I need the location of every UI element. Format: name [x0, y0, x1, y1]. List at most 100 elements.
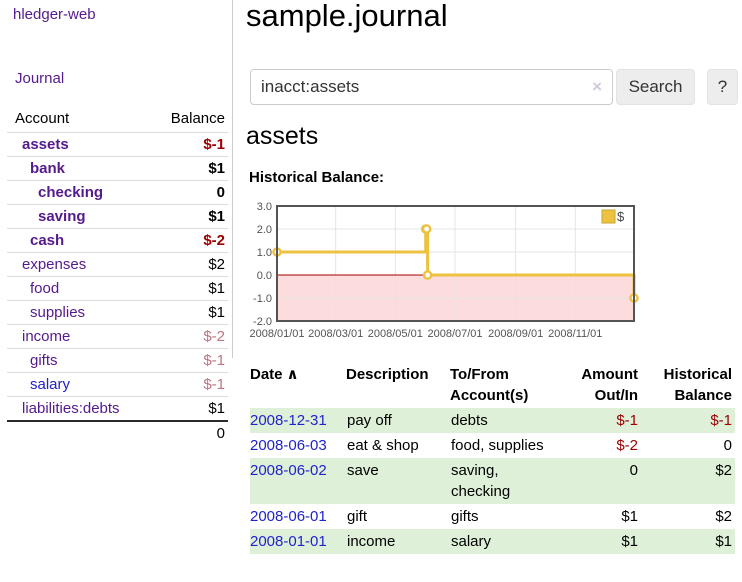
account-link[interactable]: gifts	[30, 352, 58, 369]
register-row: 2008-12-31 pay off debts $-1 $-1	[250, 408, 735, 433]
transaction-amount: $1	[621, 508, 638, 525]
transaction-accounts: salary	[450, 529, 557, 554]
historical-balance-chart: 3.0 2.0 1.0 0.0 -1.0 -2.0 2008/01/01 2008/03/01…	[249, 199, 640, 341]
account-row: salary $-1	[7, 372, 228, 397]
account-row: liabilities:debts $1	[7, 396, 228, 421]
account-row: gifts $-1	[7, 348, 228, 373]
accounts-header-balance: Balance	[170, 110, 225, 127]
account-link[interactable]: expenses	[22, 256, 87, 273]
register-header-description: Description	[346, 366, 429, 383]
transaction-accounts: food, supplies	[451, 437, 544, 454]
x-tick-label: 2008/09/01	[488, 328, 543, 340]
accounts-total-value: 0	[148, 420, 228, 445]
data-point-marker	[422, 270, 433, 280]
account-link[interactable]: food	[30, 280, 60, 297]
register-header-amount: Amount Out/In	[581, 366, 638, 404]
transaction-balance: 0	[723, 437, 732, 454]
transaction-date-link[interactable]: 2008-01-01	[250, 533, 327, 550]
account-balance: $1	[148, 396, 228, 421]
account-balance: $1	[148, 276, 228, 301]
transaction-accounts: gifts	[451, 508, 479, 525]
account-row: checking 0	[7, 180, 228, 205]
x-tick-label: 2008/11/01	[548, 328, 602, 340]
transaction-date-link[interactable]: 2008-06-02	[250, 462, 327, 479]
account-link[interactable]: bank	[30, 160, 66, 177]
sidebar-divider	[232, 0, 233, 358]
x-tick-label: 2008/01/01	[250, 328, 305, 340]
transaction-balance: $2	[641, 458, 735, 504]
help-button[interactable]: ?	[707, 69, 738, 105]
account-row: food $1	[7, 276, 228, 301]
accounts-table: Account Balance assets $-1 bank $1 checking 0…	[7, 105, 228, 445]
account-row: income $-2	[7, 324, 228, 349]
account-link[interactable]: assets	[22, 136, 69, 153]
y-tick-label: -1.0	[253, 293, 272, 305]
transaction-description: income	[346, 529, 450, 554]
legend-label: $	[617, 209, 625, 224]
register-header-date: Date ∧	[250, 366, 299, 383]
chart-title: Historical Balance:	[249, 169, 385, 186]
account-link[interactable]: saving	[38, 208, 86, 225]
register-row: 2008-06-01 gift gifts $1 $2	[250, 504, 735, 529]
transaction-accounts: saving, checking	[450, 458, 557, 504]
account-row: cash $-2	[7, 228, 228, 253]
account-link[interactable]: checking	[38, 184, 104, 201]
transaction-amount: 0	[557, 458, 641, 504]
transaction-description: gift	[347, 508, 368, 525]
account-link[interactable]: supplies	[30, 304, 86, 321]
account-balance: $1	[148, 204, 228, 229]
sort-ascending-icon: ∧	[286, 366, 299, 383]
account-balance: $2	[148, 252, 228, 277]
account-balance: $1	[148, 300, 228, 325]
account-row: supplies $1	[7, 300, 228, 325]
account-row: bank $1	[7, 156, 228, 181]
transaction-date-link[interactable]: 2008-06-01	[250, 508, 327, 525]
account-balance: $-1	[148, 372, 228, 397]
page-title: sample.journal	[246, 0, 448, 33]
app-title-link[interactable]: hledger-web	[13, 6, 96, 23]
account-link[interactable]: cash	[30, 232, 65, 249]
search-input[interactable]	[250, 69, 613, 105]
transaction-amount: $1	[557, 529, 641, 554]
transaction-date-link[interactable]: 2008-06-03	[250, 437, 327, 454]
legend-swatch	[601, 209, 616, 224]
account-heading: assets	[246, 122, 319, 150]
register-header-balance: Historical Balance	[663, 366, 732, 404]
account-balance: $1	[148, 156, 228, 181]
accounts-total-row: 0	[7, 420, 228, 445]
register-table: Date ∧ Description To/From Account(s) Amo…	[250, 362, 735, 554]
clear-search-icon[interactable]: ×	[592, 77, 602, 96]
account-balance: $-2	[148, 324, 228, 349]
y-tick-label: 3.0	[257, 201, 272, 213]
account-balance: $-2	[148, 228, 228, 253]
search-button[interactable]: Search	[616, 69, 695, 105]
transaction-date-link[interactable]: 2008-12-31	[250, 412, 327, 429]
register-row: 2008-01-01 income salary $1 $1	[250, 529, 735, 554]
register-row: 2008-06-03 eat & shop food, supplies $-2 0	[250, 433, 735, 458]
accounts-header-account: Account	[15, 110, 70, 127]
account-row: saving $1	[7, 204, 228, 229]
data-point-marker	[421, 224, 432, 234]
y-tick-label: 1.0	[257, 247, 272, 259]
transaction-balance: $1	[641, 529, 735, 554]
y-tick-label: 2.0	[257, 224, 272, 236]
account-balance: $-1	[148, 348, 228, 373]
account-balance: $-1	[148, 132, 228, 157]
y-tick-label: -2.0	[253, 316, 272, 328]
transaction-description: pay off	[346, 408, 450, 433]
y-tick-label: 0.0	[257, 270, 272, 282]
account-link[interactable]: salary	[30, 376, 71, 393]
register-row: 2008-06-02 save saving, checking 0 $2	[250, 458, 735, 504]
account-balance: 0	[148, 180, 228, 205]
account-link[interactable]: liabilities:debts	[22, 400, 120, 417]
account-link[interactable]: income	[22, 328, 71, 345]
accounts-header-row: Account Balance	[7, 105, 228, 133]
x-tick-label: 2008/07/01	[427, 328, 482, 340]
transaction-amount: $-1	[557, 408, 641, 433]
search-form: × Search ?	[250, 69, 740, 105]
transaction-balance: $2	[715, 508, 732, 525]
sidebar-item-journal[interactable]: Journal	[15, 70, 65, 87]
account-row: expenses $2	[7, 252, 228, 277]
search-input-wrap: ×	[250, 69, 613, 105]
